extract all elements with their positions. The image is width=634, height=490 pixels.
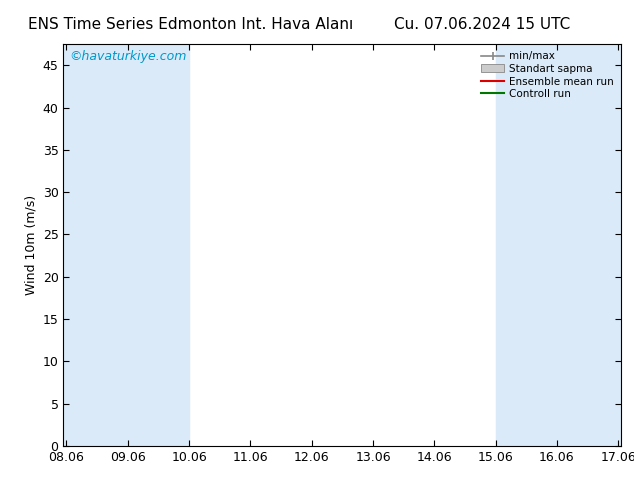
Bar xyxy=(496,44,557,446)
Text: Cu. 07.06.2024 15 UTC: Cu. 07.06.2024 15 UTC xyxy=(394,17,570,32)
Text: ©havaturkiye.com: ©havaturkiye.com xyxy=(69,50,186,63)
Legend: min/max, Standart sapma, Ensemble mean run, Controll run: min/max, Standart sapma, Ensemble mean r… xyxy=(479,49,616,101)
Y-axis label: Wind 10m (m/s): Wind 10m (m/s) xyxy=(24,195,37,295)
Bar xyxy=(128,44,189,446)
Text: ENS Time Series Edmonton Int. Hava Alanı: ENS Time Series Edmonton Int. Hava Alanı xyxy=(27,17,353,32)
Bar xyxy=(63,44,128,446)
Bar xyxy=(557,44,621,446)
